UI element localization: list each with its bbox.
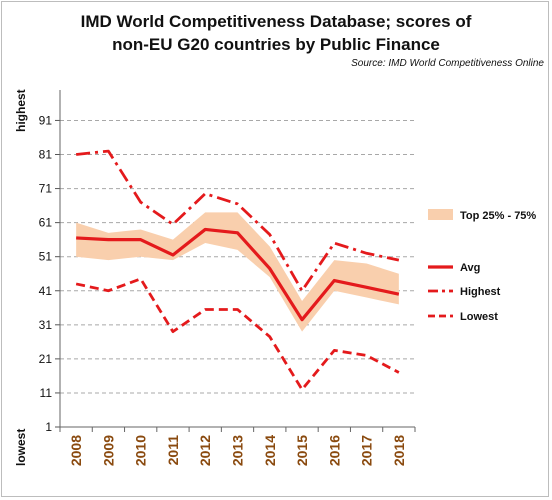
series-line-highest [75, 149, 400, 293]
x-tick-label: 2012 [197, 435, 213, 466]
band-top25-75 [76, 212, 399, 332]
x-tick-label: 2015 [294, 435, 310, 466]
chart-title-line-2: non-EU G20 countries by Public Finance [112, 35, 440, 54]
x-tick-label: 2008 [68, 435, 84, 466]
x-tick-label: 2017 [359, 435, 375, 466]
chart-source: Source: IMD World Competitiveness Online [351, 58, 544, 69]
chart-title: IMD World Competitiveness Database; scor… [0, 10, 552, 56]
x-tick-label: 2010 [133, 435, 149, 466]
y-tick-label: 81 [39, 148, 53, 162]
y-tick-label: 1 [45, 420, 52, 434]
y-tick-label: 11 [40, 386, 53, 400]
x-tick-label: 2014 [262, 435, 278, 466]
y-tick-label: 91 [39, 113, 53, 127]
chart-title-line-1: IMD World Competitiveness Database; scor… [80, 12, 472, 31]
y-tick-label: 51 [39, 250, 53, 264]
series-line-lowest [75, 277, 400, 391]
x-tick-label: 2013 [230, 435, 246, 466]
y-tick-label: 41 [39, 284, 53, 298]
x-tick-label: 2018 [391, 435, 407, 466]
legend-label-avg: Avg [460, 262, 480, 274]
legend-label-lowest: Lowest [460, 311, 498, 323]
legend-label-highest: Highest [460, 286, 501, 298]
series-line-avg [76, 227, 400, 322]
y-tick-label: 71 [39, 182, 53, 196]
legend-label-band: Top 25% - 75% [460, 210, 536, 222]
x-tick-label: 2016 [326, 435, 342, 466]
y-tick-label: 31 [39, 318, 53, 332]
y-tick-label: 61 [39, 216, 53, 230]
legend-swatch-band [428, 209, 453, 220]
x-tick-label: 2009 [100, 435, 116, 466]
x-tick-label: 2011 [165, 435, 181, 466]
y-tick-label: 21 [39, 352, 53, 366]
